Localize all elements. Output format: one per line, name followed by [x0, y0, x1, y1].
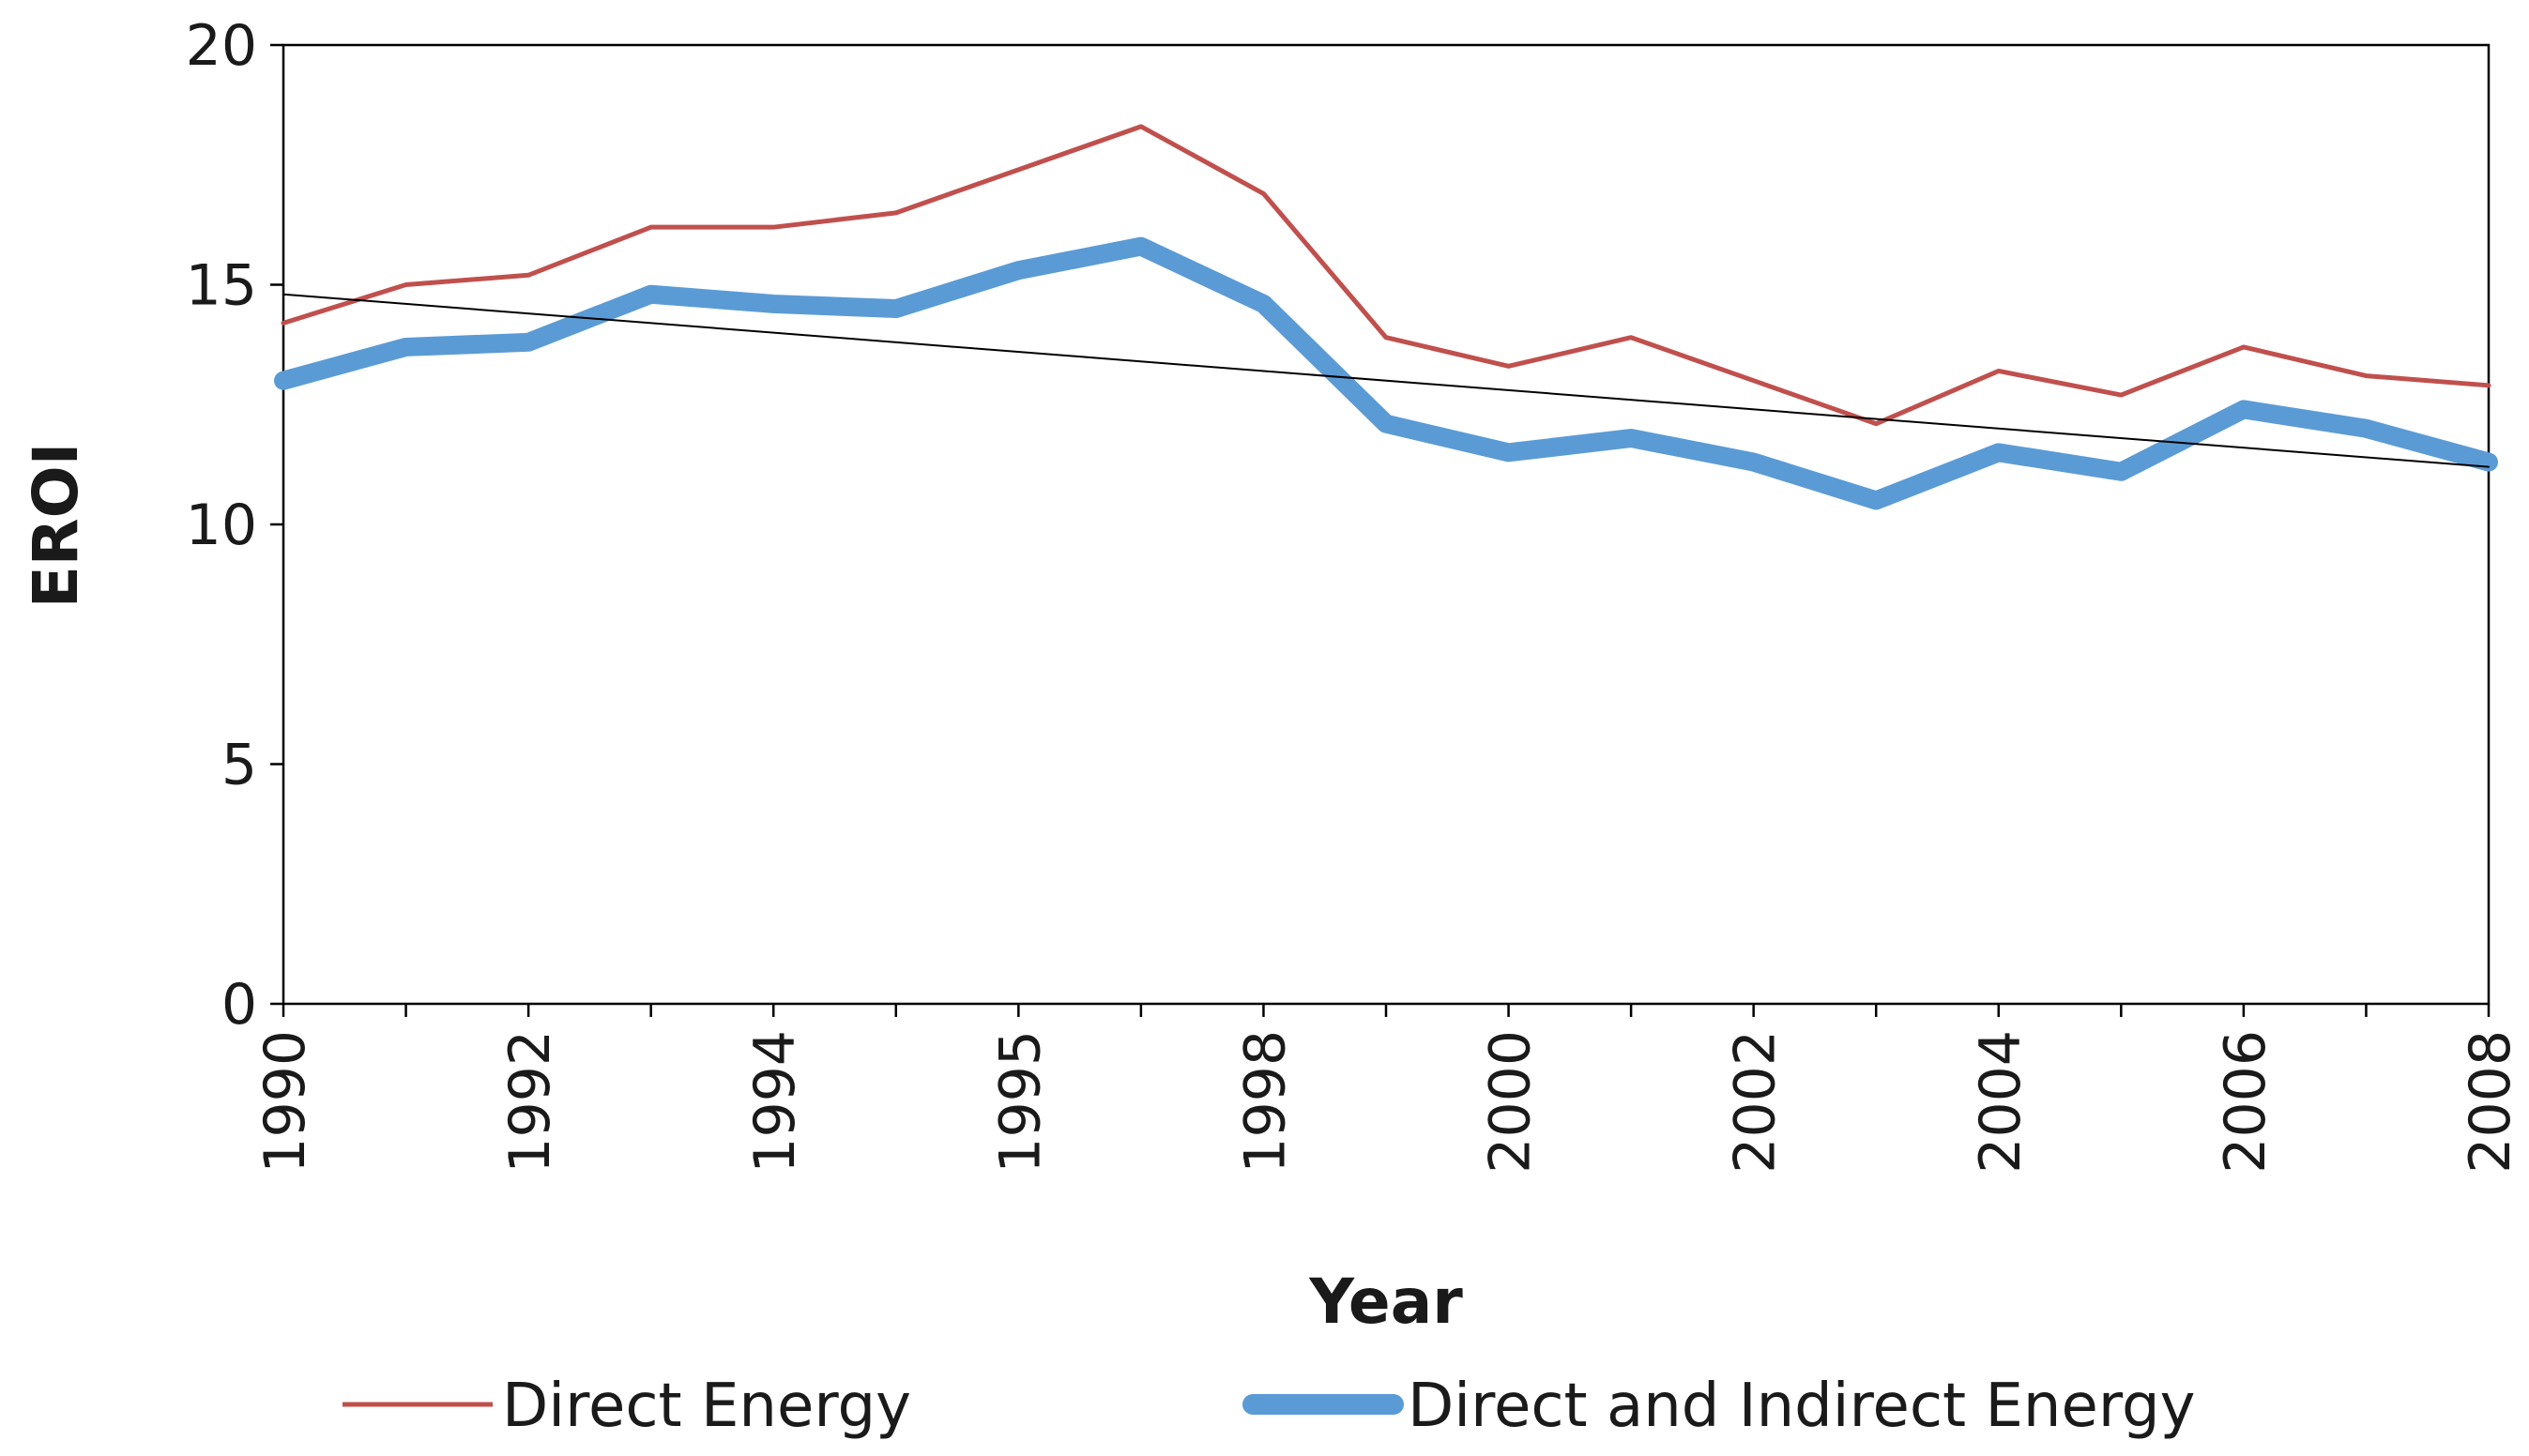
y-tick-label: 10: [186, 493, 257, 558]
x-tick-label: 1998: [1232, 1030, 1298, 1174]
x-tick-label: 1994: [742, 1030, 808, 1174]
x-tick-label: 1990: [252, 1030, 318, 1174]
legend-label-direct-and-indirect-energy: Direct and Indirect Energy: [1408, 1372, 2196, 1441]
y-axis-title: EROI: [20, 443, 92, 609]
plot-area: [282, 43, 2491, 1006]
x-tick-label: 1995: [987, 1030, 1053, 1174]
x-axis-title: Year: [1308, 1266, 1463, 1338]
x-tick-label: 2000: [1478, 1030, 1544, 1174]
y-tick-label: 0: [221, 972, 257, 1038]
y-tick-label: 15: [186, 253, 257, 319]
y-tick-label: 5: [221, 733, 257, 798]
legend: Direct Energy Direct and Indirect Energy: [343, 1372, 2196, 1441]
y-axis: 0 5 10 15 20: [186, 13, 283, 1038]
series-layer: [274, 124, 2498, 510]
x-tick-label: 2002: [1723, 1030, 1789, 1174]
series-line-direct-energy: [281, 124, 2491, 427]
legend-label-direct-energy: Direct Energy: [502, 1372, 911, 1441]
x-axis: 1990 1992 1994 1995 1998 2000 2002 2004 2006 2008: [252, 1004, 2523, 1174]
x-tick-label: 2008: [2458, 1030, 2523, 1174]
x-tick-label: 1992: [497, 1030, 563, 1174]
y-tick-label: 20: [186, 13, 257, 79]
series-line-direct-and-indirect-energy: [274, 236, 2498, 510]
x-tick-label: 2004: [1968, 1030, 2034, 1174]
trend-line: [282, 293, 2490, 468]
x-tick-label: 2006: [2213, 1030, 2278, 1174]
